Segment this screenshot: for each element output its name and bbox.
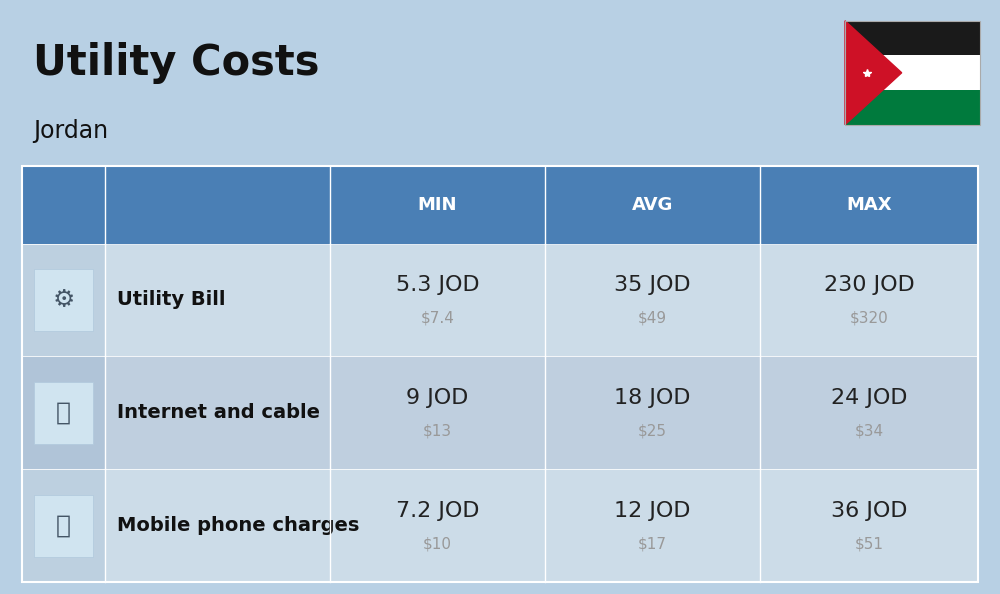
Text: Utility Bill: Utility Bill [117,290,226,309]
Text: MAX: MAX [846,196,892,214]
Text: 7.2 JOD: 7.2 JOD [396,501,479,521]
FancyBboxPatch shape [845,55,980,90]
Text: $34: $34 [854,423,884,438]
Text: $51: $51 [854,536,884,551]
Text: $13: $13 [423,423,452,438]
Text: $17: $17 [638,536,667,551]
Text: $10: $10 [423,536,452,551]
Text: 18 JOD: 18 JOD [614,388,691,408]
FancyBboxPatch shape [22,166,978,244]
Text: 📱: 📱 [56,514,71,538]
FancyBboxPatch shape [34,495,93,557]
Text: 230 JOD: 230 JOD [824,275,914,295]
FancyBboxPatch shape [34,269,93,331]
Text: Utility Costs: Utility Costs [33,42,320,84]
Text: 📶: 📶 [56,401,71,425]
FancyBboxPatch shape [22,469,105,582]
FancyBboxPatch shape [845,90,980,125]
Text: Jordan: Jordan [33,119,108,143]
Text: $320: $320 [850,310,888,326]
Text: Internet and cable: Internet and cable [117,403,320,422]
Polygon shape [845,21,902,125]
FancyBboxPatch shape [22,469,978,582]
Text: 5.3 JOD: 5.3 JOD [396,275,479,295]
FancyBboxPatch shape [22,244,978,356]
Text: $25: $25 [638,423,667,438]
Text: $49: $49 [638,310,667,326]
FancyBboxPatch shape [845,21,980,55]
Text: 12 JOD: 12 JOD [614,501,691,521]
Text: ⚙: ⚙ [52,288,75,312]
Text: 9 JOD: 9 JOD [406,388,469,408]
Text: AVG: AVG [632,196,673,214]
FancyBboxPatch shape [22,244,105,356]
Text: MIN: MIN [418,196,457,214]
Text: 24 JOD: 24 JOD [831,388,907,408]
FancyBboxPatch shape [34,382,93,444]
Text: 35 JOD: 35 JOD [614,275,691,295]
Text: Mobile phone charges: Mobile phone charges [117,516,359,535]
FancyBboxPatch shape [22,356,105,469]
Text: 36 JOD: 36 JOD [831,501,907,521]
FancyBboxPatch shape [22,356,978,469]
Text: $7.4: $7.4 [421,310,454,326]
